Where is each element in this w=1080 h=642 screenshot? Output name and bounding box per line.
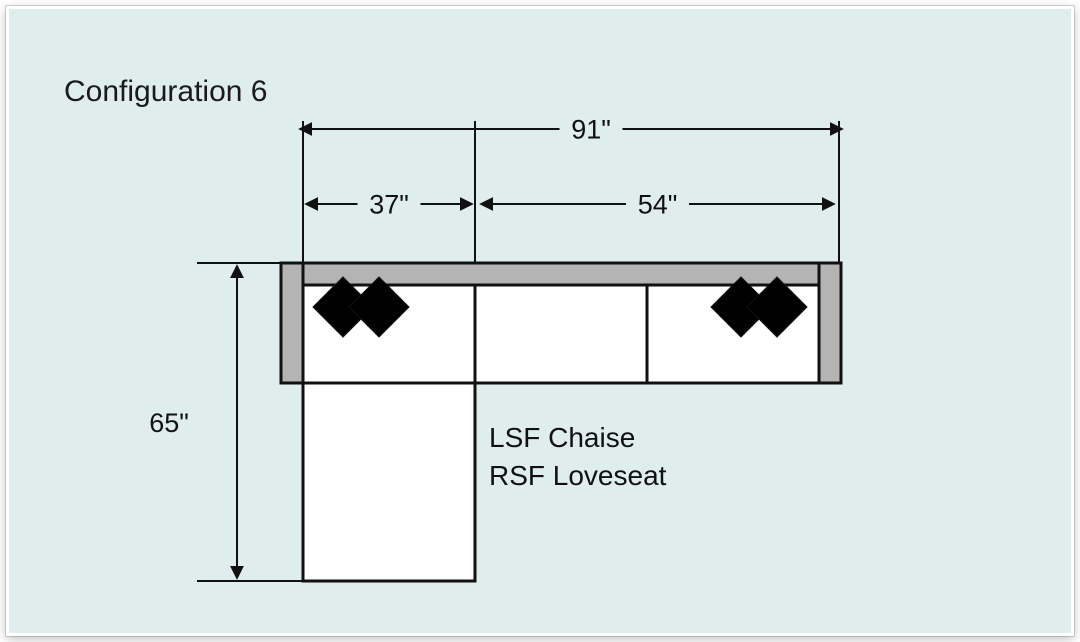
sofa-left-arm	[281, 263, 303, 383]
diagram-svg: Configuration 6 91" 37" 54" 65" LSF Chaise RSF…	[9, 9, 1071, 633]
dim-total-width-label: 91"	[571, 114, 611, 144]
dim-loveseat-width-label: 54"	[638, 189, 678, 219]
page: Configuration 6 91" 37" 54" 65" LSF Chaise RSF…	[0, 0, 1080, 642]
desc-line-2: RSF Loveseat	[489, 460, 667, 491]
diagram-card: Configuration 6 91" 37" 54" 65" LSF Chaise RSF…	[6, 6, 1074, 636]
desc-line-1: LSF Chaise	[489, 422, 635, 453]
config-title: Configuration 6	[64, 75, 267, 108]
dim-chaise-width-label: 37"	[369, 189, 409, 219]
sofa-right-arm	[819, 263, 841, 383]
chaise-lower	[303, 383, 475, 581]
loveseat-left-cushion	[475, 285, 647, 383]
dim-depth-label: 65"	[149, 408, 189, 438]
